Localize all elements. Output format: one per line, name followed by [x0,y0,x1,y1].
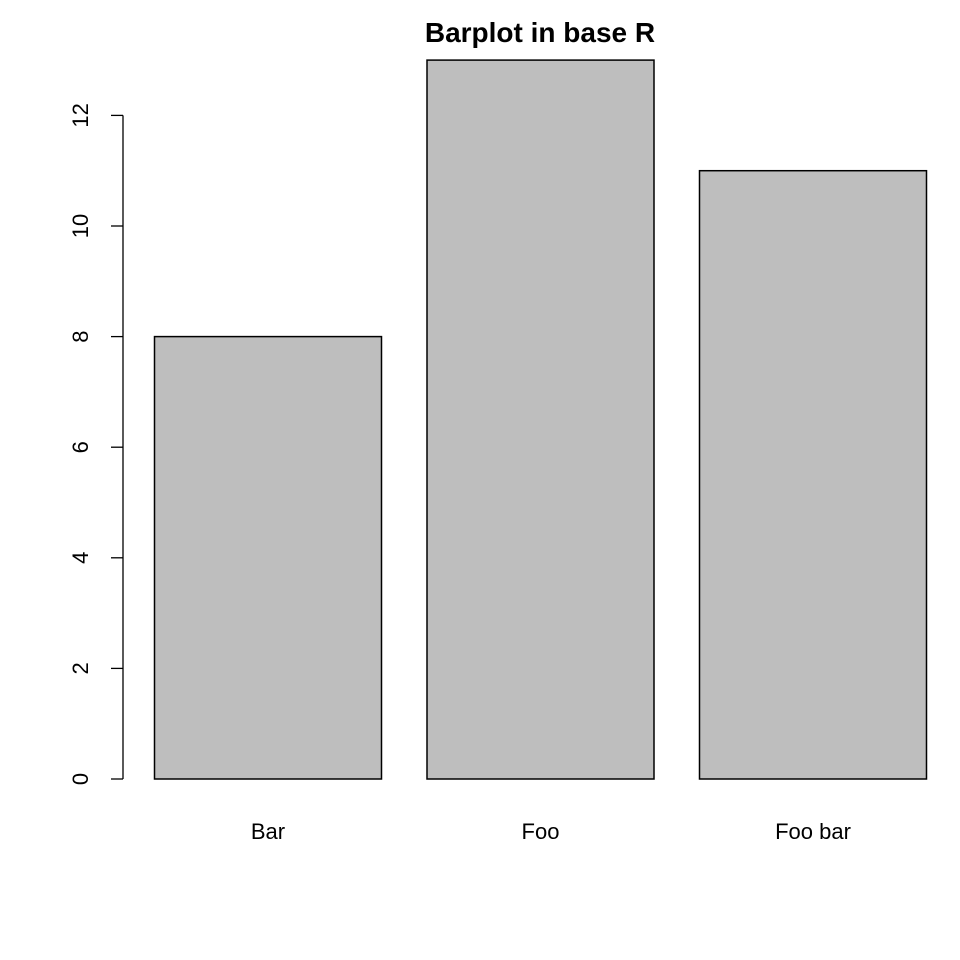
y-axis: 0 2 4 6 8 10 12 [68,103,124,785]
bar [153,335,383,780]
x-category-label: Foo [522,819,560,844]
y-tick-label: 6 [68,441,93,453]
bar [426,59,655,780]
y-tick-label: 10 [68,214,93,238]
chart-title: Barplot in base R [425,17,655,48]
y-tick-label: 12 [68,103,93,127]
y-tick-label: 0 [68,773,93,785]
y-tick-label: 2 [68,662,93,674]
x-axis-labels: Bar Foo Foo bar [251,819,851,844]
bar [698,169,928,780]
y-tick-label: 8 [68,330,93,342]
bars-group [153,59,928,780]
y-tick-label: 4 [68,552,93,564]
x-category-label: Foo bar [775,819,851,844]
x-category-label: Bar [251,819,285,844]
